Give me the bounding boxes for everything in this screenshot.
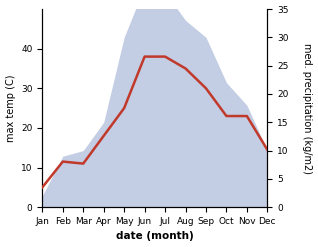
Y-axis label: max temp (C): max temp (C)	[5, 74, 16, 142]
Y-axis label: med. precipitation (kg/m2): med. precipitation (kg/m2)	[302, 43, 313, 174]
X-axis label: date (month): date (month)	[116, 231, 194, 242]
